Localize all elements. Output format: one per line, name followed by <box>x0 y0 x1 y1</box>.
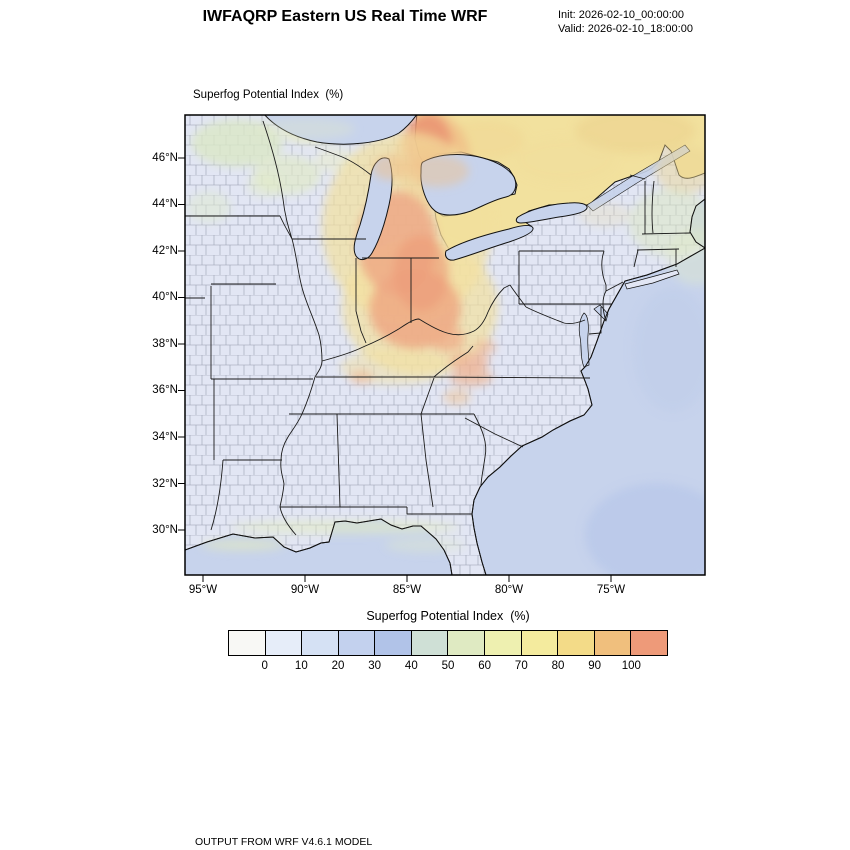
colorbar-box <box>374 630 412 656</box>
colorbar-box <box>228 630 266 656</box>
lon-tick-label: 80°W <box>494 584 524 596</box>
colorbar-box <box>447 630 486 656</box>
colorbar-tick-label: 60 <box>478 660 492 672</box>
lat-tick-label: 44°N <box>152 198 178 210</box>
colorbar-tick-label: 90 <box>588 660 602 672</box>
colorbar-tick-label: 0 <box>261 660 268 672</box>
colorbar-box <box>301 630 339 656</box>
lat-tick-label: 34°N <box>152 431 178 443</box>
colorbar-tick-label: 40 <box>404 660 418 672</box>
lon-tick-label: 85°W <box>392 584 422 596</box>
colorbar-box <box>630 630 668 656</box>
colorbar-tick-label: 80 <box>551 660 565 672</box>
colorbar-tick-label: 30 <box>368 660 382 672</box>
lat-tick-label: 32°N <box>152 478 178 490</box>
colorbar-tick-label: 70 <box>514 660 528 672</box>
field-label: Superfog Potential Index (%) <box>193 89 344 101</box>
lon-axis-ticks <box>202 575 612 582</box>
lat-axis-ticks <box>178 157 185 531</box>
colorbar-box <box>410 630 449 656</box>
colorbar-tick-label: 100 <box>621 660 641 672</box>
valid-time: Valid: 2026-02-10_18:00:00 <box>558 22 693 35</box>
colorbar-tick-label: 10 <box>294 660 308 672</box>
map-frame <box>178 114 706 582</box>
coastline <box>185 198 705 575</box>
lake-fog-tint <box>255 118 469 187</box>
lat-tick-label: 38°N <box>152 338 178 350</box>
lon-tick-label: 95°W <box>188 584 218 596</box>
colorbar-box <box>484 630 522 656</box>
colorbar-ticks: 0 10 20 30 40 50 60 70 80 90 100 <box>228 660 668 676</box>
fog-index-patches <box>187 115 705 575</box>
lat-tick-label: 42°N <box>152 245 178 257</box>
run-times: Init: 2026-02-10_00:00:00 Valid: 2026-02… <box>558 9 693 36</box>
lat-tick-label: 30°N <box>152 524 178 536</box>
colorbar-tick-label: 50 <box>441 660 455 672</box>
colorbar-box <box>337 630 376 656</box>
lake-erie <box>445 225 534 261</box>
colorbar-box <box>264 630 303 656</box>
lake-ontario <box>515 202 588 224</box>
lat-tick-label: 46°N <box>152 152 178 164</box>
map-plot <box>175 105 715 585</box>
init-time: Init: 2026-02-10_00:00:00 <box>558 9 684 21</box>
colorbar-title: Superfog Potential Index (%) <box>366 609 530 623</box>
colorbar-box <box>520 630 559 656</box>
footer-line1: OUTPUT FROM WRF V4.6.1 MODEL <box>195 836 373 848</box>
colorbar-tick-label: 20 <box>331 660 345 672</box>
colorbar-box <box>557 630 595 656</box>
lat-tick-label: 40°N <box>152 291 178 303</box>
page-title: IWFAQRP Eastern US Real Time WRF <box>202 8 488 25</box>
lon-tick-label: 75°W <box>596 584 626 596</box>
colorbar-boxes <box>228 630 668 656</box>
chesapeake-bay <box>578 312 590 368</box>
colorbar-box <box>593 630 632 656</box>
model-footer: OUTPUT FROM WRF V4.6.1 MODEL WE = 310 ; … <box>195 810 608 850</box>
state-borders <box>185 120 691 536</box>
lat-tick-label: 36°N <box>152 384 178 396</box>
lon-tick-label: 90°W <box>290 584 320 596</box>
long-island <box>624 269 680 290</box>
